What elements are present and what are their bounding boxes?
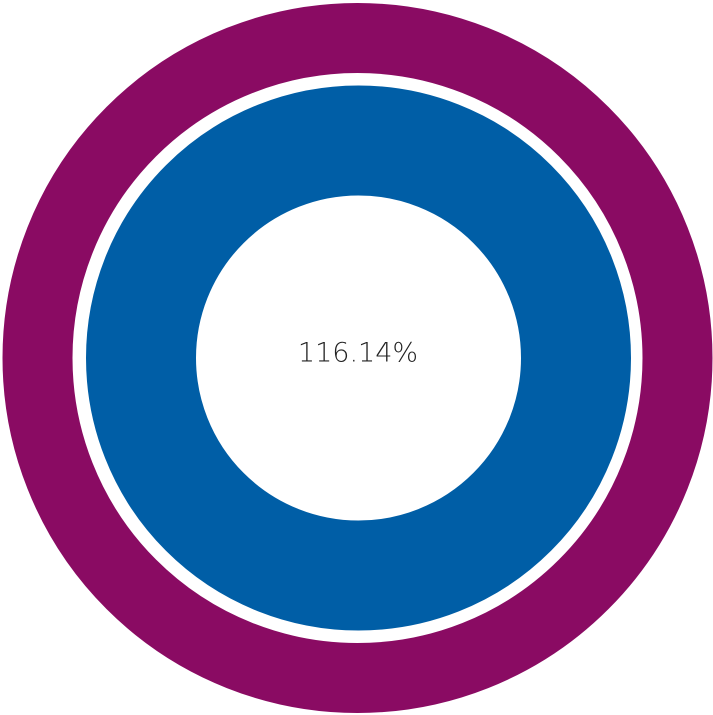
progress-label: 116.14% (298, 338, 418, 369)
inner-ring (86, 85, 631, 631)
outer-ring (2, 3, 713, 713)
